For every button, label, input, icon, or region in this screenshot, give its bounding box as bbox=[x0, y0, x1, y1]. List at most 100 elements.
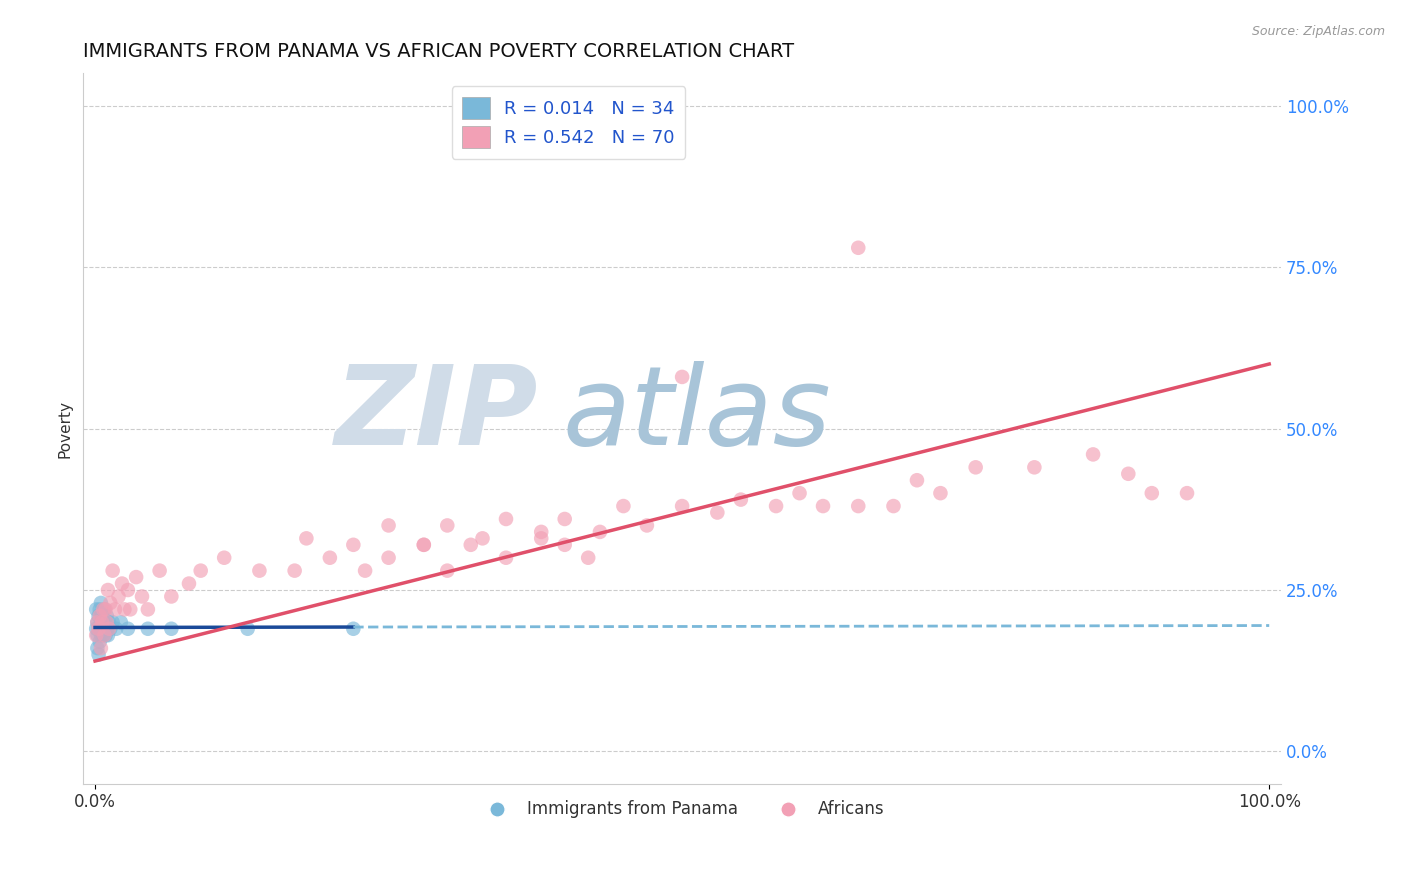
Point bbox=[730, 492, 752, 507]
Point bbox=[101, 564, 124, 578]
Point bbox=[136, 602, 159, 616]
Text: Source: ZipAtlas.com: Source: ZipAtlas.com bbox=[1251, 25, 1385, 38]
Point bbox=[436, 518, 458, 533]
Point bbox=[89, 634, 111, 648]
Point bbox=[98, 622, 121, 636]
Point bbox=[104, 602, 127, 616]
Point bbox=[530, 532, 553, 546]
Point bbox=[1081, 447, 1104, 461]
Point bbox=[98, 615, 121, 630]
Point bbox=[284, 564, 307, 578]
Point bbox=[112, 602, 135, 616]
Point bbox=[436, 564, 458, 578]
Point bbox=[98, 596, 121, 610]
Point bbox=[1116, 467, 1139, 481]
Point bbox=[706, 506, 728, 520]
Point bbox=[105, 622, 128, 636]
Point bbox=[93, 628, 115, 642]
Point bbox=[576, 550, 599, 565]
Point bbox=[342, 622, 364, 636]
Point bbox=[125, 570, 148, 584]
Point bbox=[117, 622, 139, 636]
Point bbox=[136, 622, 159, 636]
Legend: Immigrants from Panama, Africans: Immigrants from Panama, Africans bbox=[474, 794, 891, 825]
Point bbox=[97, 582, 120, 597]
Point bbox=[1140, 486, 1163, 500]
Point bbox=[495, 512, 517, 526]
Point bbox=[90, 596, 112, 610]
Point bbox=[377, 550, 399, 565]
Point bbox=[87, 608, 110, 623]
Point bbox=[811, 499, 834, 513]
Point bbox=[94, 628, 117, 642]
Point bbox=[190, 564, 212, 578]
Point bbox=[96, 622, 118, 636]
Point bbox=[636, 518, 658, 533]
Text: IMMIGRANTS FROM PANAMA VS AFRICAN POVERTY CORRELATION CHART: IMMIGRANTS FROM PANAMA VS AFRICAN POVERT… bbox=[83, 42, 794, 61]
Point bbox=[612, 499, 634, 513]
Point bbox=[96, 615, 118, 630]
Point bbox=[91, 615, 114, 630]
Point bbox=[90, 615, 112, 630]
Point bbox=[589, 524, 612, 539]
Point bbox=[342, 538, 364, 552]
Point bbox=[1175, 486, 1198, 500]
Point bbox=[846, 499, 869, 513]
Point bbox=[111, 576, 134, 591]
Point bbox=[131, 590, 153, 604]
Point bbox=[91, 602, 114, 616]
Point bbox=[97, 628, 120, 642]
Point bbox=[495, 550, 517, 565]
Point bbox=[789, 486, 811, 500]
Point bbox=[96, 608, 118, 623]
Point bbox=[86, 615, 108, 630]
Point bbox=[86, 615, 108, 630]
Point bbox=[120, 602, 142, 616]
Point bbox=[93, 602, 115, 616]
Point bbox=[91, 608, 114, 623]
Point bbox=[471, 532, 494, 546]
Text: ZIP: ZIP bbox=[335, 361, 538, 468]
Point bbox=[929, 486, 952, 500]
Point bbox=[91, 628, 114, 642]
Point bbox=[412, 538, 434, 552]
Point bbox=[91, 622, 114, 636]
Point bbox=[84, 622, 107, 636]
Point bbox=[89, 602, 111, 616]
Point bbox=[84, 602, 107, 616]
Point bbox=[94, 602, 117, 616]
Point bbox=[98, 622, 121, 636]
Point bbox=[160, 590, 183, 604]
Point bbox=[117, 582, 139, 597]
Point bbox=[90, 641, 112, 656]
Point bbox=[846, 241, 869, 255]
Point bbox=[84, 628, 107, 642]
Point bbox=[554, 538, 576, 552]
Point bbox=[460, 538, 482, 552]
Point bbox=[90, 628, 112, 642]
Point bbox=[177, 576, 200, 591]
Point bbox=[212, 550, 235, 565]
Point bbox=[89, 608, 111, 623]
Point bbox=[554, 512, 576, 526]
Point bbox=[149, 564, 172, 578]
Point bbox=[882, 499, 904, 513]
Point bbox=[86, 628, 108, 642]
Point bbox=[87, 622, 110, 636]
Point bbox=[765, 499, 787, 513]
Point bbox=[160, 622, 183, 636]
Point bbox=[249, 564, 271, 578]
Point bbox=[671, 499, 693, 513]
Point bbox=[236, 622, 259, 636]
Point bbox=[86, 641, 108, 656]
Point bbox=[905, 473, 928, 487]
Point bbox=[87, 622, 110, 636]
Point bbox=[530, 524, 553, 539]
Point bbox=[89, 622, 111, 636]
Point bbox=[91, 615, 114, 630]
Point bbox=[110, 615, 132, 630]
Point bbox=[295, 532, 318, 546]
Point bbox=[93, 622, 115, 636]
Text: atlas: atlas bbox=[562, 361, 831, 468]
Point bbox=[354, 564, 377, 578]
